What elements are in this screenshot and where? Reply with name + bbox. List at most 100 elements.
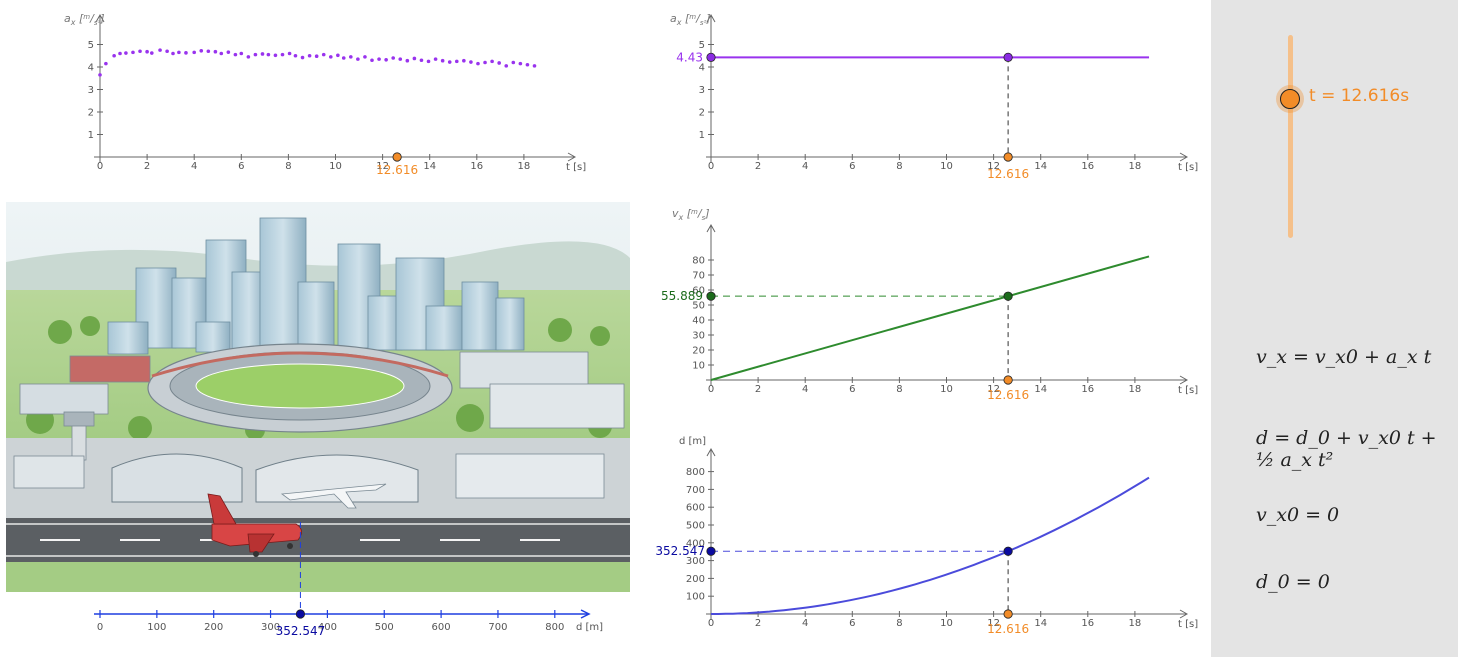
- time-slider-handle[interactable]: [1280, 89, 1300, 109]
- data-point: [124, 51, 128, 55]
- x-tick-label: 10: [329, 161, 342, 172]
- data-point: [300, 55, 305, 60]
- data-point: [412, 56, 417, 61]
- x-tick-label: 0: [708, 161, 714, 172]
- control-panel: [1211, 0, 1458, 657]
- data-point: [419, 58, 424, 63]
- data-point: [287, 51, 292, 56]
- distance-number-line: 0 100 200 300 400 500 600 700 800 352.547 d [m]: [94, 522, 603, 638]
- data-point: [138, 49, 142, 54]
- x-axis-label: d [m]: [576, 622, 603, 633]
- data-point: [213, 49, 218, 54]
- x-tick-label: 4: [802, 618, 808, 629]
- x-tick-label: 4: [191, 161, 197, 172]
- initial-distance-text: d_0 = 0: [1256, 571, 1330, 593]
- data-point: [341, 56, 346, 60]
- x-tick-label: 12: [376, 161, 389, 172]
- x-tick-label: 4: [802, 161, 808, 172]
- x-tick-label: 0: [97, 161, 103, 172]
- y-tick-label: 5: [699, 40, 705, 51]
- data-point: [112, 53, 116, 58]
- x-tick-label: 16: [1081, 618, 1094, 629]
- data-point: [391, 56, 395, 60]
- velocity-axis-point: [706, 291, 716, 301]
- track-tick-label: 200: [204, 622, 223, 633]
- data-point: [165, 49, 169, 54]
- data-point: [239, 51, 244, 56]
- time-marker-point[interactable]: [1003, 375, 1013, 385]
- acceleration-point: [1003, 52, 1013, 62]
- x-axis-label: t [s]: [1178, 619, 1198, 630]
- data-point: [328, 55, 333, 59]
- initial-velocity-formula: v_x0 = 0: [1256, 504, 1339, 526]
- acceleration-axis-point: [706, 52, 716, 62]
- data-point: [349, 55, 353, 59]
- distance-point: [1003, 546, 1013, 556]
- acceleration-value-label: 4.43: [676, 50, 703, 64]
- y-tick-label: 2: [699, 108, 705, 119]
- data-point: [246, 55, 251, 59]
- y-axis-label: ax [m/s²]: [64, 12, 105, 27]
- track-tick-label: 400: [318, 622, 337, 633]
- airplane-icon: [207, 493, 302, 557]
- x-tick-label: 10: [940, 161, 953, 172]
- x-tick-label: 2: [755, 161, 761, 172]
- time-slider-label: t = 12.616s: [1309, 86, 1410, 106]
- time-marker-point[interactable]: [392, 152, 402, 162]
- data-point: [370, 58, 374, 63]
- x-tick-label: 18: [1129, 161, 1142, 172]
- data-point: [184, 51, 188, 55]
- x-tick-label: 2: [144, 161, 150, 172]
- x-tick-label: 12: [987, 384, 1000, 395]
- y-tick-label: 5: [88, 40, 94, 51]
- data-point: [426, 59, 431, 64]
- data-point: [150, 51, 154, 55]
- data-point: [363, 55, 367, 59]
- y-tick-label: 30: [692, 331, 705, 342]
- x-tick-label: 18: [1129, 384, 1142, 395]
- y-tick-label: 20: [692, 346, 705, 357]
- data-point: [118, 51, 122, 56]
- y-tick-label: 80: [692, 256, 705, 267]
- data-point: [356, 57, 360, 61]
- time-marker-label: 12.616: [987, 388, 1029, 402]
- data-point: [398, 57, 403, 61]
- data-point: [171, 51, 175, 56]
- track-tick-label: 500: [375, 622, 394, 633]
- x-tick-label: 2: [755, 384, 761, 395]
- data-point: [280, 52, 285, 57]
- y-axis: [706, 223, 716, 386]
- y-tick-label: 1: [88, 130, 94, 141]
- y-tick-label: 3: [699, 85, 705, 96]
- distance-formula-text: d = d_0 + v_x0 t + ½ a_x t²: [1256, 427, 1437, 471]
- x-tick-label: 6: [849, 618, 855, 629]
- x-tick-label: 16: [1081, 161, 1094, 172]
- data-point: [504, 64, 509, 68]
- data-point: [336, 53, 340, 58]
- x-tick-label: 8: [896, 618, 902, 629]
- time-marker-point[interactable]: [1003, 609, 1013, 619]
- initial-distance-formula: d_0 = 0: [1256, 571, 1330, 593]
- data-point: [219, 51, 224, 56]
- x-tick-label: 10: [940, 618, 953, 629]
- time-slider-track[interactable]: [1288, 35, 1293, 238]
- velocity-point: [1003, 291, 1013, 301]
- velocity-formula-text: v_x = v_x0 + a_x t: [1256, 346, 1432, 368]
- data-point: [98, 73, 102, 77]
- distance-value-label: 352.547: [655, 544, 705, 558]
- y-axis: [706, 447, 716, 620]
- track-tick-label: 0: [97, 622, 103, 633]
- time-marker-point[interactable]: [1003, 152, 1013, 162]
- y-axis-label: d [m]: [679, 436, 706, 447]
- airplane-position-point: [295, 609, 306, 619]
- x-axis-label: t [s]: [566, 162, 586, 173]
- track-tick-label: 600: [432, 622, 451, 633]
- data-point: [260, 52, 265, 56]
- data-point: [483, 60, 487, 65]
- x-tick-label: 16: [1081, 384, 1094, 395]
- time-marker-label: 12.616: [987, 167, 1029, 181]
- velocity-line: [710, 255, 1150, 381]
- data-point: [462, 58, 466, 63]
